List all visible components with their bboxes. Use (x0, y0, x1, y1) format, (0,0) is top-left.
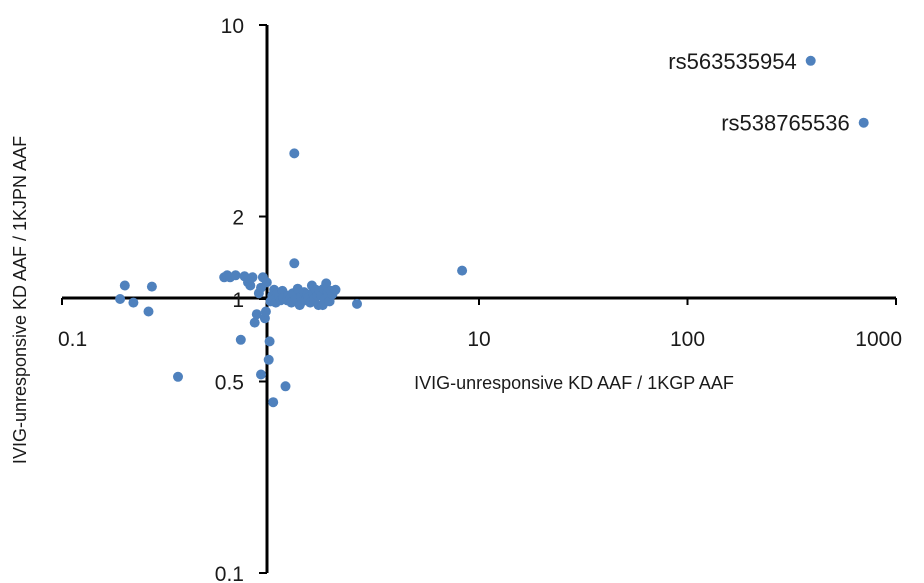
y-tick-label: 10 (221, 15, 244, 38)
chart-labels: IVIG-unresponsive KD AAF / 1KGP AAF IVIG… (10, 49, 850, 464)
data-point (173, 371, 183, 382)
data-point (251, 309, 262, 320)
y-tick-label: 1 (232, 289, 244, 312)
data-point (289, 148, 300, 159)
data-point (264, 336, 275, 347)
data-point (230, 270, 241, 281)
y-tick-label: 2 (232, 207, 244, 230)
data-point (280, 381, 291, 392)
data-points (115, 55, 869, 408)
x-tick-label: 0.1 (58, 328, 87, 351)
data-point (247, 272, 258, 283)
data-point (146, 281, 157, 292)
data-point (263, 354, 274, 365)
x-tick-label: 100 (670, 328, 705, 351)
point-annotation: rs563535954 (668, 49, 796, 74)
x-tick-label: 1000 (855, 328, 902, 351)
data-point (128, 297, 139, 308)
axes: 0.1 10 100 1000 0.1 0.5 1 2 10 (58, 15, 902, 583)
data-point (321, 278, 332, 289)
data-point (268, 397, 279, 408)
data-point (858, 117, 869, 128)
y-tick-label: 0.5 (215, 371, 244, 394)
data-point (457, 265, 468, 276)
point-annotation: rs538765536 (721, 111, 849, 136)
data-point (805, 55, 816, 66)
data-point (260, 306, 271, 317)
data-point (235, 334, 246, 345)
data-point (119, 280, 130, 291)
data-point (289, 258, 300, 269)
data-point (261, 277, 272, 288)
data-point (330, 284, 341, 295)
data-point (115, 294, 126, 304)
data-point (249, 317, 260, 328)
y-tick-label: 0.1 (215, 563, 244, 583)
y-axis-title: IVIG-unresponsive KD AAF / 1KJPN AAF (10, 136, 30, 464)
data-point (352, 298, 362, 309)
x-tick-label: 10 (467, 328, 490, 351)
data-point (256, 369, 266, 380)
data-point (245, 280, 256, 291)
data-point (143, 306, 154, 317)
x-axis-title: IVIG-unresponsive KD AAF / 1KGP AAF (414, 373, 734, 393)
